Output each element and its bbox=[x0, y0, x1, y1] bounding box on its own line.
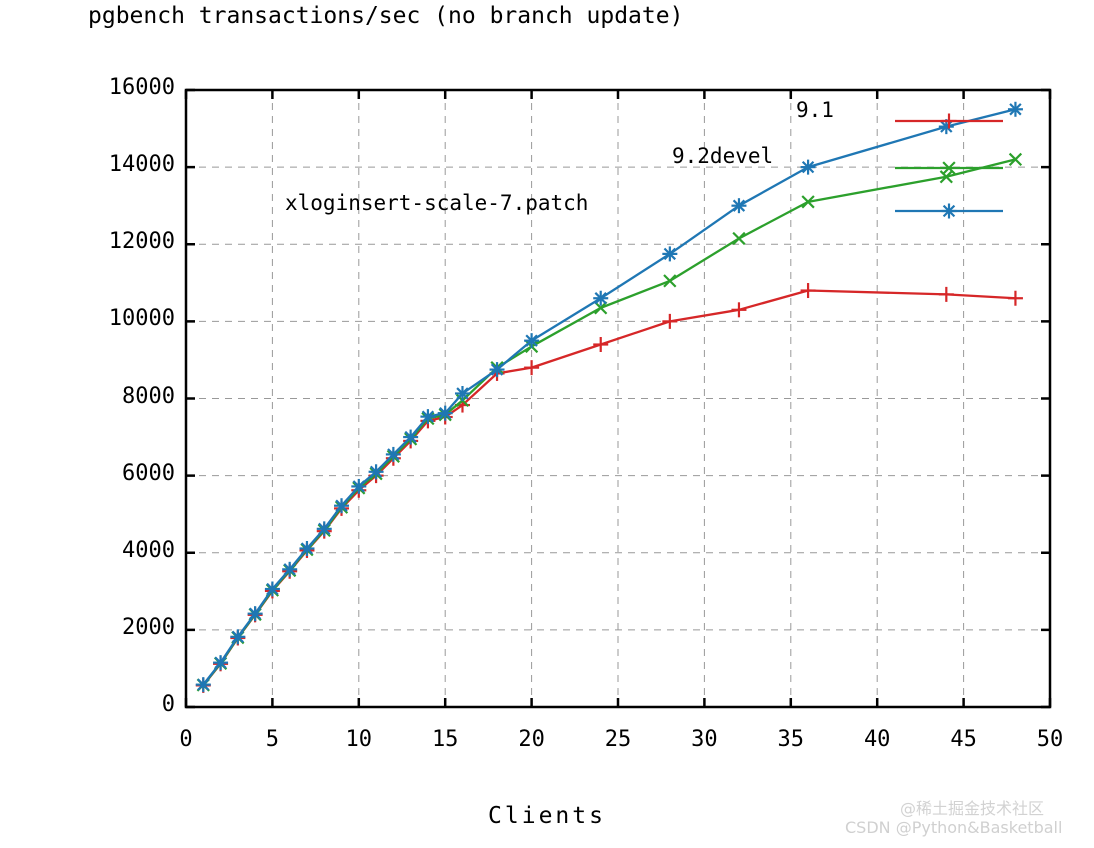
y-tick-label: 16000 bbox=[108, 75, 175, 100]
watermark-juejin: @稀土掘金技术社区 bbox=[900, 799, 1045, 818]
y-tick-label: 8000 bbox=[122, 383, 175, 409]
x-tick-label: 15 bbox=[431, 727, 459, 752]
y-tick-label: 10000 bbox=[108, 306, 175, 332]
x-tick-label: 20 bbox=[518, 727, 545, 752]
data-series bbox=[195, 101, 1023, 693]
x-tick-label: 0 bbox=[179, 727, 193, 752]
y-tick-label: 2000 bbox=[122, 614, 175, 640]
x-tick-label: 50 bbox=[1036, 727, 1064, 752]
chart-title: pgbench transactions/sec (no branch upda… bbox=[88, 3, 684, 29]
x-tick-label: 40 bbox=[863, 727, 891, 752]
legend-label-xloginsert-patch: xloginsert-scale-7.patch bbox=[285, 191, 589, 215]
x-tick-label: 30 bbox=[691, 727, 718, 752]
legend-label-9-2devel: 9.2devel bbox=[672, 144, 774, 168]
x-axis-label: Clients bbox=[488, 803, 606, 829]
legend-label-9-1: 9.1 bbox=[796, 98, 834, 122]
x-tick-label: 45 bbox=[950, 727, 977, 752]
y-tick-label: 4000 bbox=[122, 537, 175, 563]
y-tick-label: 6000 bbox=[122, 460, 175, 486]
axis-ticks bbox=[184, 88, 1052, 709]
legend-samples bbox=[895, 113, 1003, 219]
x-tick-label: 10 bbox=[345, 727, 373, 752]
y-tick-label: 14000 bbox=[108, 152, 175, 178]
x-tick-label: 5 bbox=[265, 727, 280, 752]
watermark-csdn: CSDN @Python&Basketball bbox=[845, 818, 1063, 837]
y-tick-label: 12000 bbox=[108, 229, 175, 255]
y-tick-label: 0 bbox=[161, 692, 175, 717]
x-tick-label: 35 bbox=[777, 727, 805, 752]
x-tick-label: 25 bbox=[604, 727, 632, 752]
